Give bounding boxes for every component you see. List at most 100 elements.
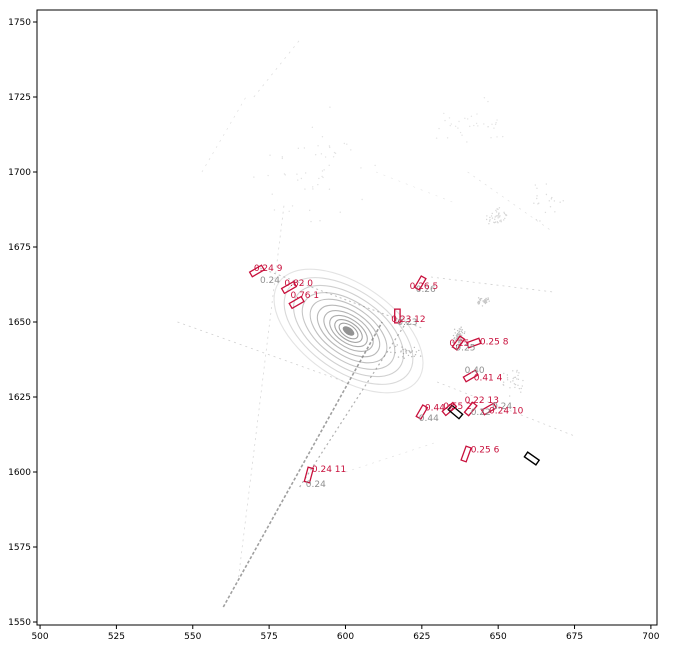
- lidar-point: [509, 381, 512, 383]
- lidar-point: [397, 356, 400, 358]
- lidar-point: [483, 97, 486, 99]
- lidar-point: [454, 332, 456, 334]
- lidar-point: [405, 349, 407, 351]
- lidar-point: [498, 216, 501, 218]
- lidar-point: [502, 219, 505, 221]
- lidar-point: [478, 300, 481, 303]
- lidar-point: [456, 333, 458, 336]
- lidar-point: [273, 209, 276, 211]
- road-structure: [430, 276, 554, 293]
- lidar-point: [548, 200, 551, 202]
- lidar-point: [402, 356, 404, 358]
- lidar-point: [443, 112, 445, 115]
- lidar-point: [269, 154, 271, 156]
- lidar-point: [484, 299, 486, 301]
- lidar-point: [518, 372, 520, 374]
- prediction-box: [462, 369, 479, 383]
- lidar-point: [454, 125, 457, 127]
- lidar-point: [503, 212, 506, 215]
- lidar-point: [499, 220, 501, 222]
- lidar-point: [405, 351, 407, 353]
- score-labels-layer: 0.24 0.24 90.82 0 0.76 1 0.260.26 5 0.230.23…: [254, 264, 524, 490]
- lidar-point: [271, 193, 273, 195]
- y-tick-label: 1725: [8, 93, 31, 103]
- lidar-point: [550, 198, 553, 200]
- lidar-point: [394, 351, 396, 354]
- lidar-point: [281, 157, 284, 160]
- lidar-point: [500, 220, 502, 223]
- lidar-point: [475, 122, 478, 125]
- lidar-point: [461, 134, 463, 136]
- lidar-point: [461, 338, 463, 341]
- detection-boxes-layer: [248, 264, 541, 484]
- lidar-point: [464, 331, 466, 333]
- x-tick-label: 575: [261, 632, 278, 642]
- lidar-point: [516, 378, 518, 380]
- lidar-point: [554, 211, 556, 213]
- lidar-point: [438, 127, 440, 130]
- lidar-point: [314, 154, 317, 156]
- lidar-point: [520, 387, 522, 390]
- lidar-point: [311, 126, 314, 129]
- lidar-point: [473, 124, 475, 127]
- y-tick-label: 1625: [8, 393, 31, 403]
- score-label: 0.24 9: [254, 264, 283, 274]
- lidar-point: [533, 202, 535, 204]
- lidar-point: [455, 334, 458, 337]
- lidar-point: [457, 127, 459, 129]
- lidar-point: [451, 341, 454, 343]
- lidar-ring: [283, 277, 414, 385]
- score-label: 0.23 12: [391, 315, 425, 325]
- lidar-ring: [316, 304, 381, 358]
- y-tick-label: 1550: [8, 618, 31, 628]
- score-label-gray: 0.22: [471, 408, 491, 418]
- lidar-point: [521, 385, 523, 387]
- y-tick-label: 1700: [8, 168, 31, 178]
- x-tick-label: 675: [566, 632, 583, 642]
- lidar-point: [497, 215, 500, 217]
- lidar-point: [487, 126, 489, 128]
- lidar-point: [534, 184, 537, 186]
- lidar-point: [334, 152, 337, 155]
- lidar-point: [460, 334, 463, 337]
- road-structure: [259, 267, 423, 329]
- lidar-point: [479, 298, 482, 300]
- lidar-point: [320, 153, 323, 155]
- lidar-point: [495, 121, 497, 124]
- lidar-point: [460, 330, 463, 332]
- lidar-point: [496, 136, 498, 138]
- prediction-box: [441, 401, 458, 417]
- lidar-point: [483, 300, 485, 303]
- lidar-point: [493, 221, 495, 224]
- lidar-point: [401, 346, 403, 348]
- lidar-point: [513, 376, 515, 379]
- lidar-ring: [334, 319, 363, 343]
- lidar-point: [459, 328, 462, 330]
- lidar-point: [536, 197, 538, 200]
- lidar-point: [500, 219, 502, 221]
- lidar-point: [453, 336, 456, 339]
- lidar-point: [516, 369, 518, 372]
- road-structure: [436, 381, 575, 437]
- lidar-point: [477, 125, 479, 127]
- y-tick-label: 1575: [8, 543, 31, 553]
- score-label: 0.55 2: [443, 402, 472, 412]
- lidar-point: [321, 136, 324, 138]
- lidar-point: [361, 198, 363, 201]
- x-tick-label: 550: [184, 632, 201, 642]
- lidar-point: [485, 297, 487, 300]
- prediction-box: [451, 335, 466, 351]
- lidar-point: [463, 332, 466, 335]
- prediction-box: [413, 275, 427, 291]
- lidar-point: [535, 218, 538, 221]
- lidar-point: [499, 215, 501, 217]
- axes-frame: [36, 9, 658, 626]
- lidar-point: [496, 221, 499, 223]
- lidar-point: [449, 124, 451, 127]
- lidar-point: [329, 106, 331, 108]
- lidar-point: [494, 221, 497, 223]
- lidar-point: [512, 370, 514, 372]
- lidar-point: [490, 215, 493, 217]
- road-structure: [201, 93, 249, 173]
